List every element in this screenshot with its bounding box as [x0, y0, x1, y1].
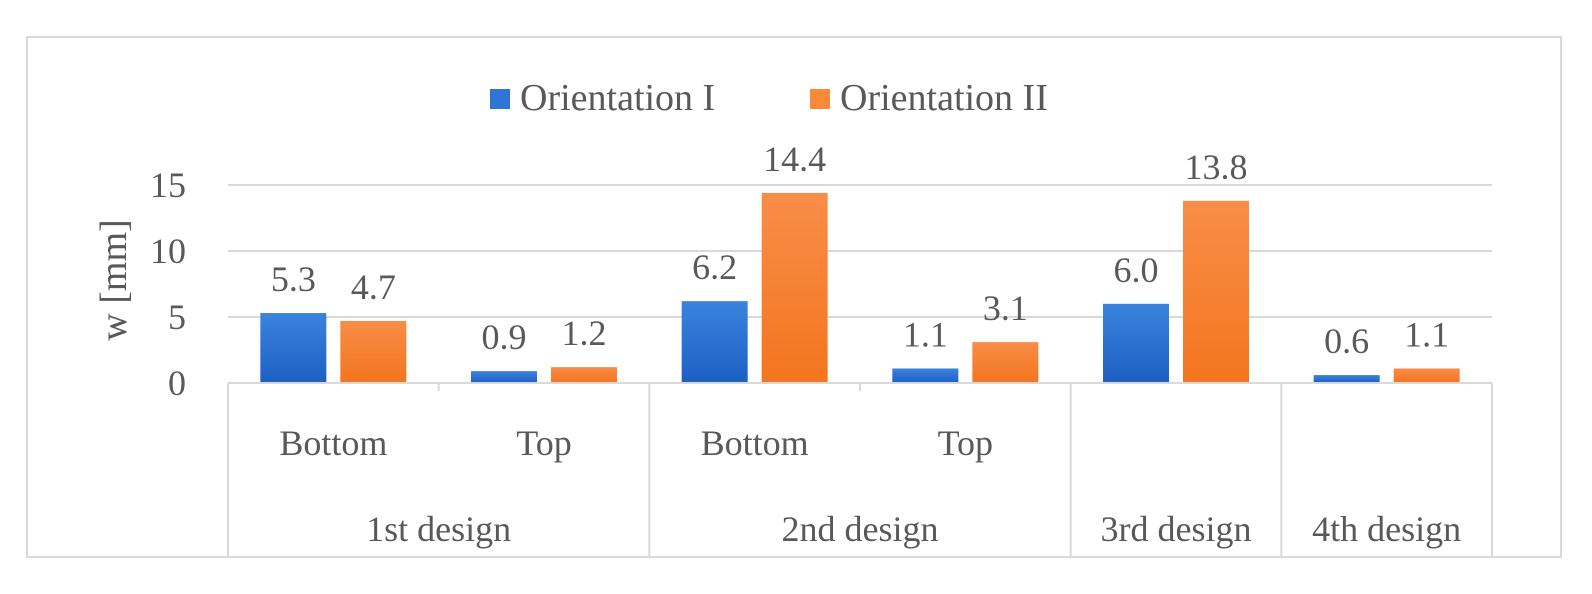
group-label-1: 1st design — [366, 509, 511, 549]
group-label-4: 4th design — [1312, 509, 1461, 549]
bar-series2-5 — [1183, 200, 1249, 383]
bar-series2-4 — [972, 342, 1039, 383]
group-label-2: 2nd design — [782, 509, 939, 549]
y-tick-label-5: 5 — [168, 297, 186, 337]
y-axis-label: w [mm] — [93, 219, 135, 340]
bar-series1-1 — [260, 313, 327, 383]
data-label-series1-5: 6.0 — [1114, 250, 1159, 290]
bar-series1-5 — [1103, 303, 1169, 383]
bar-series2-2 — [551, 367, 617, 383]
data-labels: 5.3 4.7 0.9 1.2 6.2 14.4 1.1 3.1 6.0 13.8 0.6 1.1 — [271, 139, 1449, 361]
category-label-4: Top — [938, 423, 993, 463]
data-label-series2-3: 14.4 — [763, 139, 826, 179]
x-axis: Bottom Top 1st design Bottom Top 2nd design 3r… — [227, 382, 1493, 556]
data-label-series2-2: 1.2 — [562, 313, 607, 353]
y-tick-label-15: 15 — [150, 165, 186, 205]
data-label-series1-1: 5.3 — [271, 259, 316, 299]
category-label-2: Top — [516, 423, 571, 463]
bar-series1-6 — [1313, 375, 1380, 383]
category-label-1: Bottom — [279, 423, 387, 463]
data-label-series2-4: 3.1 — [983, 288, 1028, 328]
y-tick-label-10: 10 — [150, 231, 186, 271]
data-label-series1-2: 0.9 — [482, 317, 527, 357]
bar-series2-3 — [761, 192, 828, 383]
y-tick-label-0: 0 — [168, 363, 186, 403]
data-label-series1-4: 1.1 — [903, 314, 948, 354]
bar-series1-2 — [471, 371, 537, 383]
bar-series2-6 — [1393, 368, 1460, 383]
legend-label-orientation-ii: Orientation II — [840, 77, 1048, 119]
data-label-series2-5: 13.8 — [1185, 147, 1248, 187]
bar-series2-1 — [340, 320, 407, 383]
data-label-series2-6: 1.1 — [1404, 314, 1449, 354]
data-label-series2-1: 4.7 — [351, 267, 396, 307]
bar-series1-3 — [681, 301, 748, 383]
bar-series1-4 — [892, 368, 959, 383]
gridlines — [228, 184, 1492, 384]
y-tick-labels: 0 5 10 15 — [150, 165, 186, 403]
legend-label-orientation-i: Orientation I — [520, 77, 715, 119]
data-label-series1-6: 0.6 — [1324, 321, 1369, 361]
legend-swatch-orientation-i — [490, 89, 510, 109]
data-label-series1-3: 6.2 — [692, 247, 737, 287]
category-label-3: Bottom — [701, 423, 809, 463]
legend: Orientation I Orientation II — [490, 77, 1048, 119]
bars — [260, 192, 1460, 383]
group-label-3: 3rd design — [1101, 509, 1252, 549]
legend-swatch-orientation-ii — [810, 89, 830, 109]
